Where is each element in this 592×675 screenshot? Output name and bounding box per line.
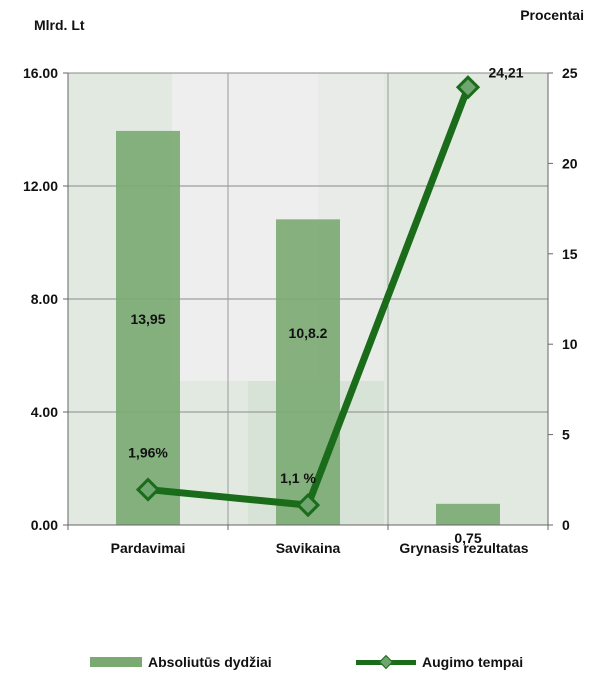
left-axis-title: Mlrd. Lt: [34, 17, 85, 33]
category-label: Savikaina: [276, 540, 341, 556]
left-tick-label: 4.00: [31, 404, 58, 420]
bar-data-label: 0,75: [454, 530, 481, 546]
bar: [436, 503, 500, 525]
right-tick-label: 5: [562, 427, 570, 443]
left-tick-label: 12.00: [23, 178, 58, 194]
bar-series: [116, 130, 500, 525]
category-label: Grynasis rezultatas: [399, 540, 528, 556]
legend-item-line: Augimo tempai: [356, 654, 523, 670]
line-series: [135, 75, 481, 518]
legend-bar-swatch: [90, 657, 142, 667]
line-data-label: 1,96%: [128, 445, 168, 461]
bar: [276, 219, 340, 525]
right-tick-label: 25: [562, 65, 578, 81]
right-tick-label: 20: [562, 155, 578, 171]
left-tick-label: 16.00: [23, 65, 58, 81]
line-point: [455, 75, 481, 100]
line-data-label: 1,1 %: [280, 470, 316, 486]
left-tick-label: 8.00: [31, 291, 58, 307]
line-point: [135, 477, 161, 502]
data-labels: 13,95 10,8.2 0,75 1,96% 1,1 % 24,21: [128, 64, 524, 546]
bar: [116, 130, 180, 525]
legend-item-bars: Absoliutūs dydžiai: [90, 654, 272, 670]
right-tick-label: 10: [562, 336, 578, 352]
right-tick-label: 0: [562, 517, 570, 533]
legend-line-swatch: [356, 657, 416, 667]
legend-label-bars: Absoliutūs dydžiai: [148, 654, 272, 670]
left-tick-label: 0.00: [31, 517, 58, 533]
right-axis-title: Procentai: [520, 7, 584, 23]
legend-label-line: Augimo tempai: [422, 654, 524, 670]
category-label: Pardavimai: [111, 540, 186, 556]
line-point: [295, 492, 321, 518]
bar-data-label: 10,8.2: [289, 325, 328, 341]
line-data-label: 24,21: [488, 64, 523, 80]
tick-labels: 0.00 4.00 8.00 12.00 16.00 0 5 10 15 20 25 Pardavim…: [23, 65, 578, 556]
axes: [63, 72, 553, 530]
bar-data-label: 13,95: [130, 311, 165, 327]
right-tick-label: 15: [562, 246, 578, 262]
